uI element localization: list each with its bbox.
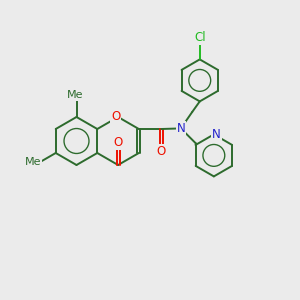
Text: O: O: [111, 110, 120, 124]
Text: N: N: [176, 122, 185, 135]
Text: Me: Me: [67, 90, 83, 100]
Text: O: O: [156, 145, 165, 158]
Text: N: N: [212, 128, 220, 141]
Text: O: O: [113, 136, 123, 149]
Text: Cl: Cl: [194, 31, 206, 44]
Text: Me: Me: [25, 157, 41, 167]
